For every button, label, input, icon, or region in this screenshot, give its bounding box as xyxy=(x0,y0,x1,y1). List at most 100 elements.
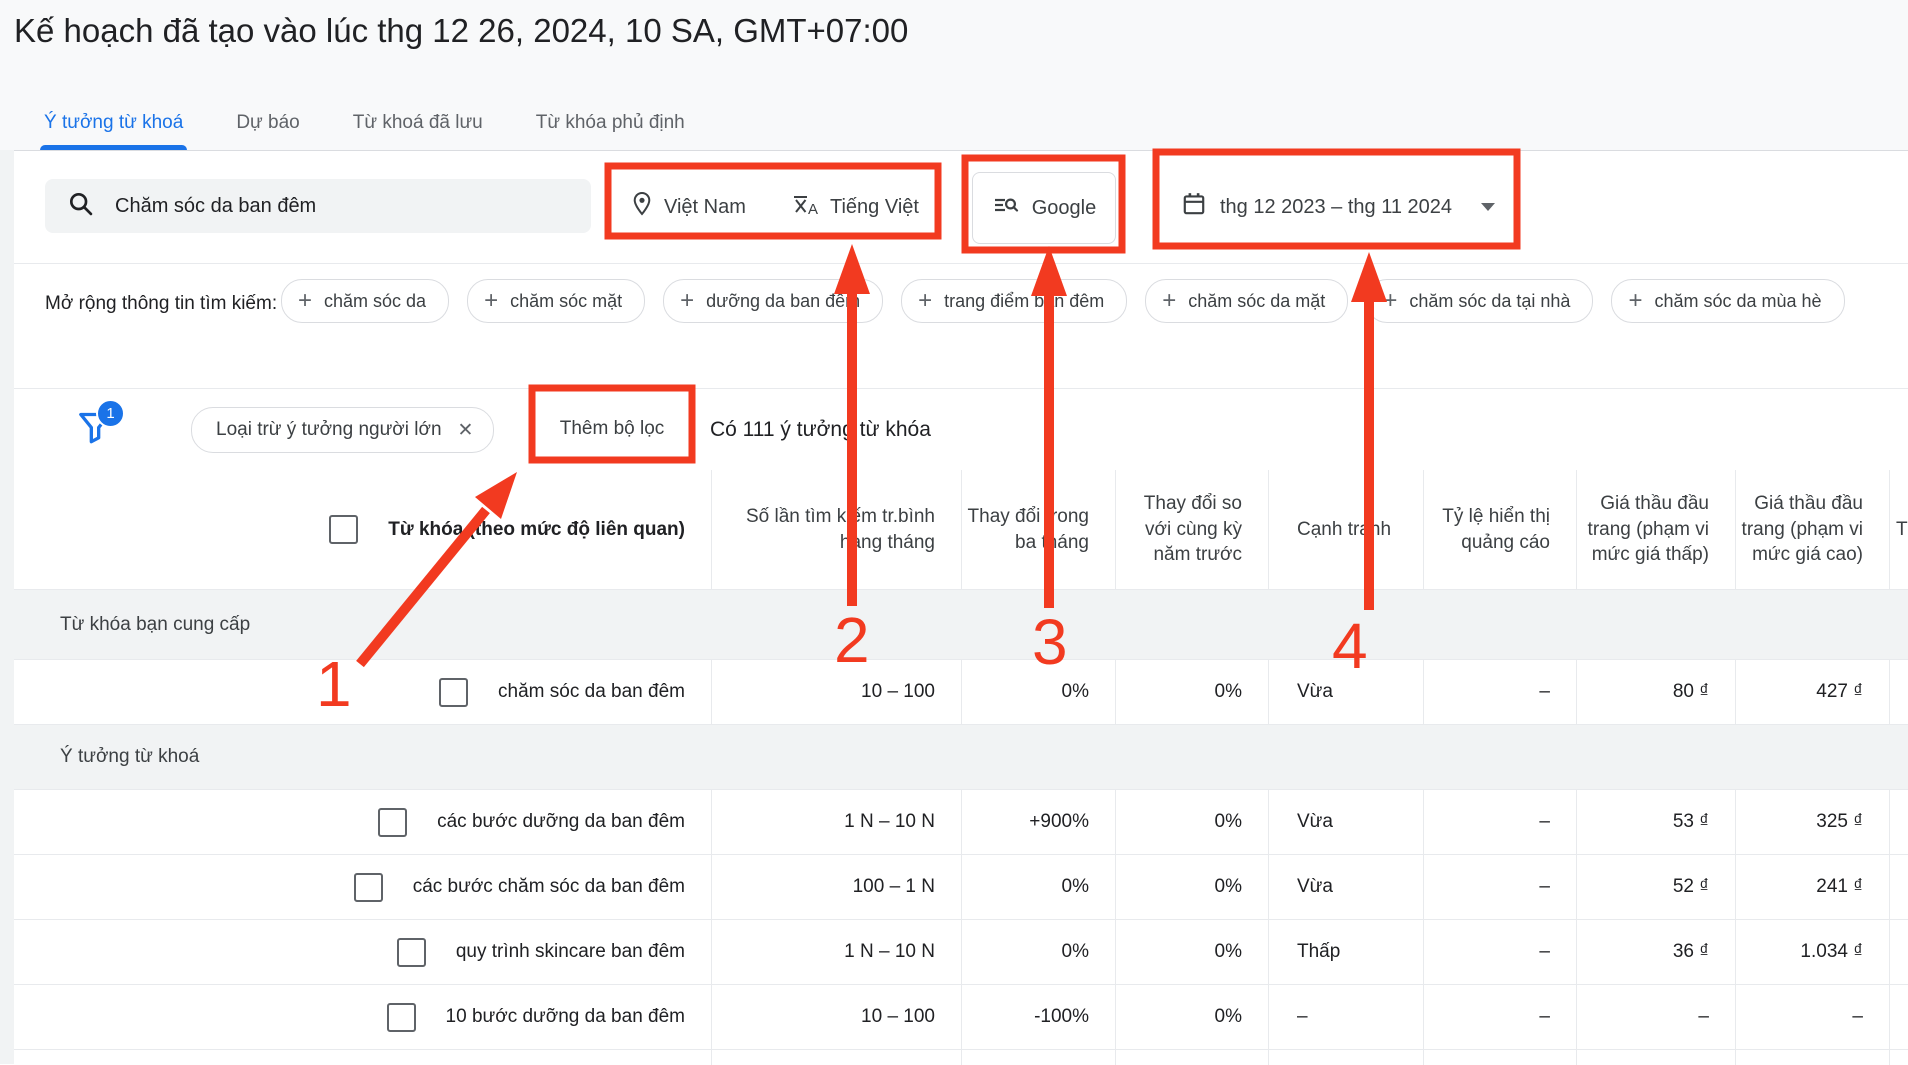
cell-ad-impression-share: – xyxy=(1423,790,1576,854)
table-header-row: Từ khóa (theo mức độ liên quan) Số lần t… xyxy=(14,470,1908,590)
cell-top-bid-high: 241 ₫ xyxy=(1735,855,1889,919)
header-keyword-label: Từ khóa (theo mức độ liên quan) xyxy=(388,518,685,540)
cell-keyword: các bước dưỡng da ban đêm xyxy=(437,811,685,832)
cell-search-volume: 10 – 100 xyxy=(711,985,961,1049)
row-checkbox[interactable] xyxy=(378,807,408,837)
header-three-month-change[interactable]: Thay đổi trong ba tháng xyxy=(961,470,1115,589)
cell-yoy-change: 0% xyxy=(1115,855,1268,919)
add-filter-button[interactable]: Thêm bộ lọc xyxy=(559,418,665,439)
content-card: Việt Nam A Tiếng Việt Google thg 12 2023… xyxy=(14,150,1908,1065)
plus-icon: + xyxy=(1162,287,1177,314)
active-filter-chip[interactable]: Loại trừ ý tưởng người lớn ✕ xyxy=(191,407,495,453)
keyword-chip[interactable]: + chăm sóc da tại nhà xyxy=(1366,279,1594,323)
filter-icon[interactable]: 1 xyxy=(75,399,125,453)
table-row: quy trình skincare ban đêm 1 N – 10 N 0%… xyxy=(14,920,1908,985)
table-row: 10 bước dưỡng da ban đêm 10 – 100 -100% … xyxy=(14,985,1908,1050)
cell-ad-impression-share: – xyxy=(1423,920,1576,984)
toolbar: Việt Nam A Tiếng Việt Google thg 12 2023… xyxy=(14,151,1908,264)
plus-icon: + xyxy=(1383,287,1398,314)
cell-search-volume: 10 – 100 xyxy=(711,660,961,724)
row-checkbox[interactable] xyxy=(386,1002,416,1032)
cell-competition: – xyxy=(1268,985,1423,1049)
cell-top-bid-low: 53 ₫ xyxy=(1576,790,1735,854)
location-label: Việt Nam xyxy=(664,195,746,218)
section-keyword-ideas: Ý tưởng từ khoá xyxy=(14,725,1908,790)
filter-bar: 1 Loại trừ ý tưởng người lớn ✕ Thêm bộ l… xyxy=(14,389,1908,470)
plus-icon: + xyxy=(1628,287,1643,314)
plus-icon: + xyxy=(918,287,933,314)
keywords-table: Từ khóa (theo mức độ liên quan) Số lần t… xyxy=(14,470,1908,1065)
remove-filter-icon[interactable]: ✕ xyxy=(457,419,474,441)
expand-search-section: Mở rộng thông tin tìm kiếm: + chăm sóc da… xyxy=(14,264,1908,389)
keyword-chip[interactable]: + dưỡng da ban đêm xyxy=(663,279,884,323)
tab-saved-keywords[interactable]: Từ khoá đã lưu xyxy=(352,112,483,133)
search-input[interactable] xyxy=(113,193,537,219)
select-all-checkbox[interactable] xyxy=(329,515,359,544)
row-checkbox[interactable] xyxy=(353,872,383,902)
cell-ad-impression-share: – xyxy=(1423,855,1576,919)
table-row: các bước chăm sóc da ban đêm 100 – 1 N 0… xyxy=(14,855,1908,920)
tab-negative-keywords[interactable]: Từ khóa phủ định xyxy=(535,112,685,133)
cell-top-bid-low: 52 ₫ xyxy=(1576,855,1735,919)
tab-forecast[interactable]: Dự báo xyxy=(236,112,300,133)
svg-text:A: A xyxy=(808,201,818,217)
cell-three-month-change: 0% xyxy=(961,920,1115,984)
cell-ad-impression-share: – xyxy=(1423,985,1576,1049)
header-ad-impression-share[interactable]: Tỷ lệ hiển thị quảng cáo xyxy=(1423,470,1576,589)
language-label: Tiếng Việt xyxy=(830,195,919,218)
keyword-chip[interactable]: + chăm sóc da mùa hè xyxy=(1611,279,1845,323)
tab-keyword-ideas[interactable]: Ý tưởng từ khoá xyxy=(39,112,188,150)
cell-keyword: các bước chăm sóc da ban đêm xyxy=(412,876,685,897)
keyword-chip[interactable]: + trang điểm ban đêm xyxy=(901,279,1128,323)
keyword-chip-list: + chăm sóc da + chăm sóc mặt + dưỡng da ban… xyxy=(281,264,1908,388)
cell-top-bid-low: 80 ₫ xyxy=(1576,660,1735,724)
cell-keyword: chăm sóc da ban đêm xyxy=(498,681,685,702)
cell-top-bid-low: 36 ₫ xyxy=(1576,920,1735,984)
expand-search-label: Mở rộng thông tin tìm kiếm: xyxy=(45,293,278,314)
header-cutoff: T xyxy=(1889,470,1908,589)
cell-yoy-change: 0% xyxy=(1115,660,1268,724)
page-header: Kế hoạch đã tạo vào lúc thg 12 26, 2024,… xyxy=(0,0,1908,150)
cell-three-month-change: +900% xyxy=(961,790,1115,854)
cell-competition: Vừa xyxy=(1268,855,1423,919)
header-competition[interactable]: Cạnh tranh xyxy=(1268,470,1423,589)
row-checkbox[interactable] xyxy=(439,677,469,707)
cell-three-month-change: 0% xyxy=(961,660,1115,724)
keyword-chip[interactable]: + chăm sóc da xyxy=(281,279,450,323)
search-box[interactable] xyxy=(45,179,591,233)
cell-ad-impression-share: – xyxy=(1423,660,1576,724)
cell-top-bid-high: 325 ₫ xyxy=(1735,790,1889,854)
date-range-button[interactable]: thg 12 2023 – thg 11 2024 xyxy=(1172,172,1504,242)
cell-competition: Thấp xyxy=(1268,920,1423,984)
cell-yoy-change: 0% xyxy=(1115,790,1268,854)
date-range-label: thg 12 2023 – thg 11 2024 xyxy=(1219,195,1453,218)
cell-keyword: quy trình skincare ban đêm xyxy=(455,941,685,962)
row-checkbox[interactable] xyxy=(396,937,426,967)
header-search-volume[interactable]: Số lần tìm kiếm tr.bình hàng tháng xyxy=(711,470,961,589)
header-yoy-change[interactable]: Thay đổi so với cùng kỳ năm trước xyxy=(1115,470,1268,589)
cell-three-month-change: -100% xyxy=(961,985,1115,1049)
header-top-bid-high[interactable]: Giá thầu đầu trang (phạm vi mức giá cao) xyxy=(1735,470,1889,589)
cell-top-bid-high: 427 ₫ xyxy=(1735,660,1889,724)
header-keyword: Từ khóa (theo mức độ liên quan) xyxy=(14,470,711,589)
plus-icon: + xyxy=(484,287,499,314)
keyword-chip[interactable]: + chăm sóc mặt xyxy=(467,279,646,323)
filter-count-badge: 1 xyxy=(96,399,125,428)
page-title: Kế hoạch đã tạo vào lúc thg 12 26, 2024,… xyxy=(14,12,909,49)
table-row: chăm sóc da ban đêm 10 – 100 0% 0% Vừa –… xyxy=(14,660,1908,725)
plus-icon: + xyxy=(680,287,695,314)
keyword-chip[interactable]: + chăm sóc da mặt xyxy=(1145,279,1349,323)
table-row: các bước dưỡng da ban đêm 1 N – 10 N +90… xyxy=(14,790,1908,855)
language-button[interactable]: A Tiếng Việt xyxy=(792,151,919,263)
header-top-bid-low[interactable]: Giá thầu đầu trang (phạm vi mức giá thấp… xyxy=(1576,470,1735,589)
section-provided-keywords: Từ khóa bạn cung cấp xyxy=(14,590,1908,660)
tab-bar: Ý tưởng từ khoá Dự báo Từ khoá đã lưu Từ… xyxy=(39,112,685,150)
calendar-icon xyxy=(1181,191,1207,223)
search-icon xyxy=(67,190,95,223)
translate-icon: A xyxy=(792,191,820,223)
table-row-partial xyxy=(14,1050,1908,1065)
network-button[interactable]: Google xyxy=(972,172,1116,244)
location-button[interactable]: Việt Nam xyxy=(630,151,746,263)
cell-three-month-change: 0% xyxy=(961,855,1115,919)
location-pin-icon xyxy=(630,191,654,223)
